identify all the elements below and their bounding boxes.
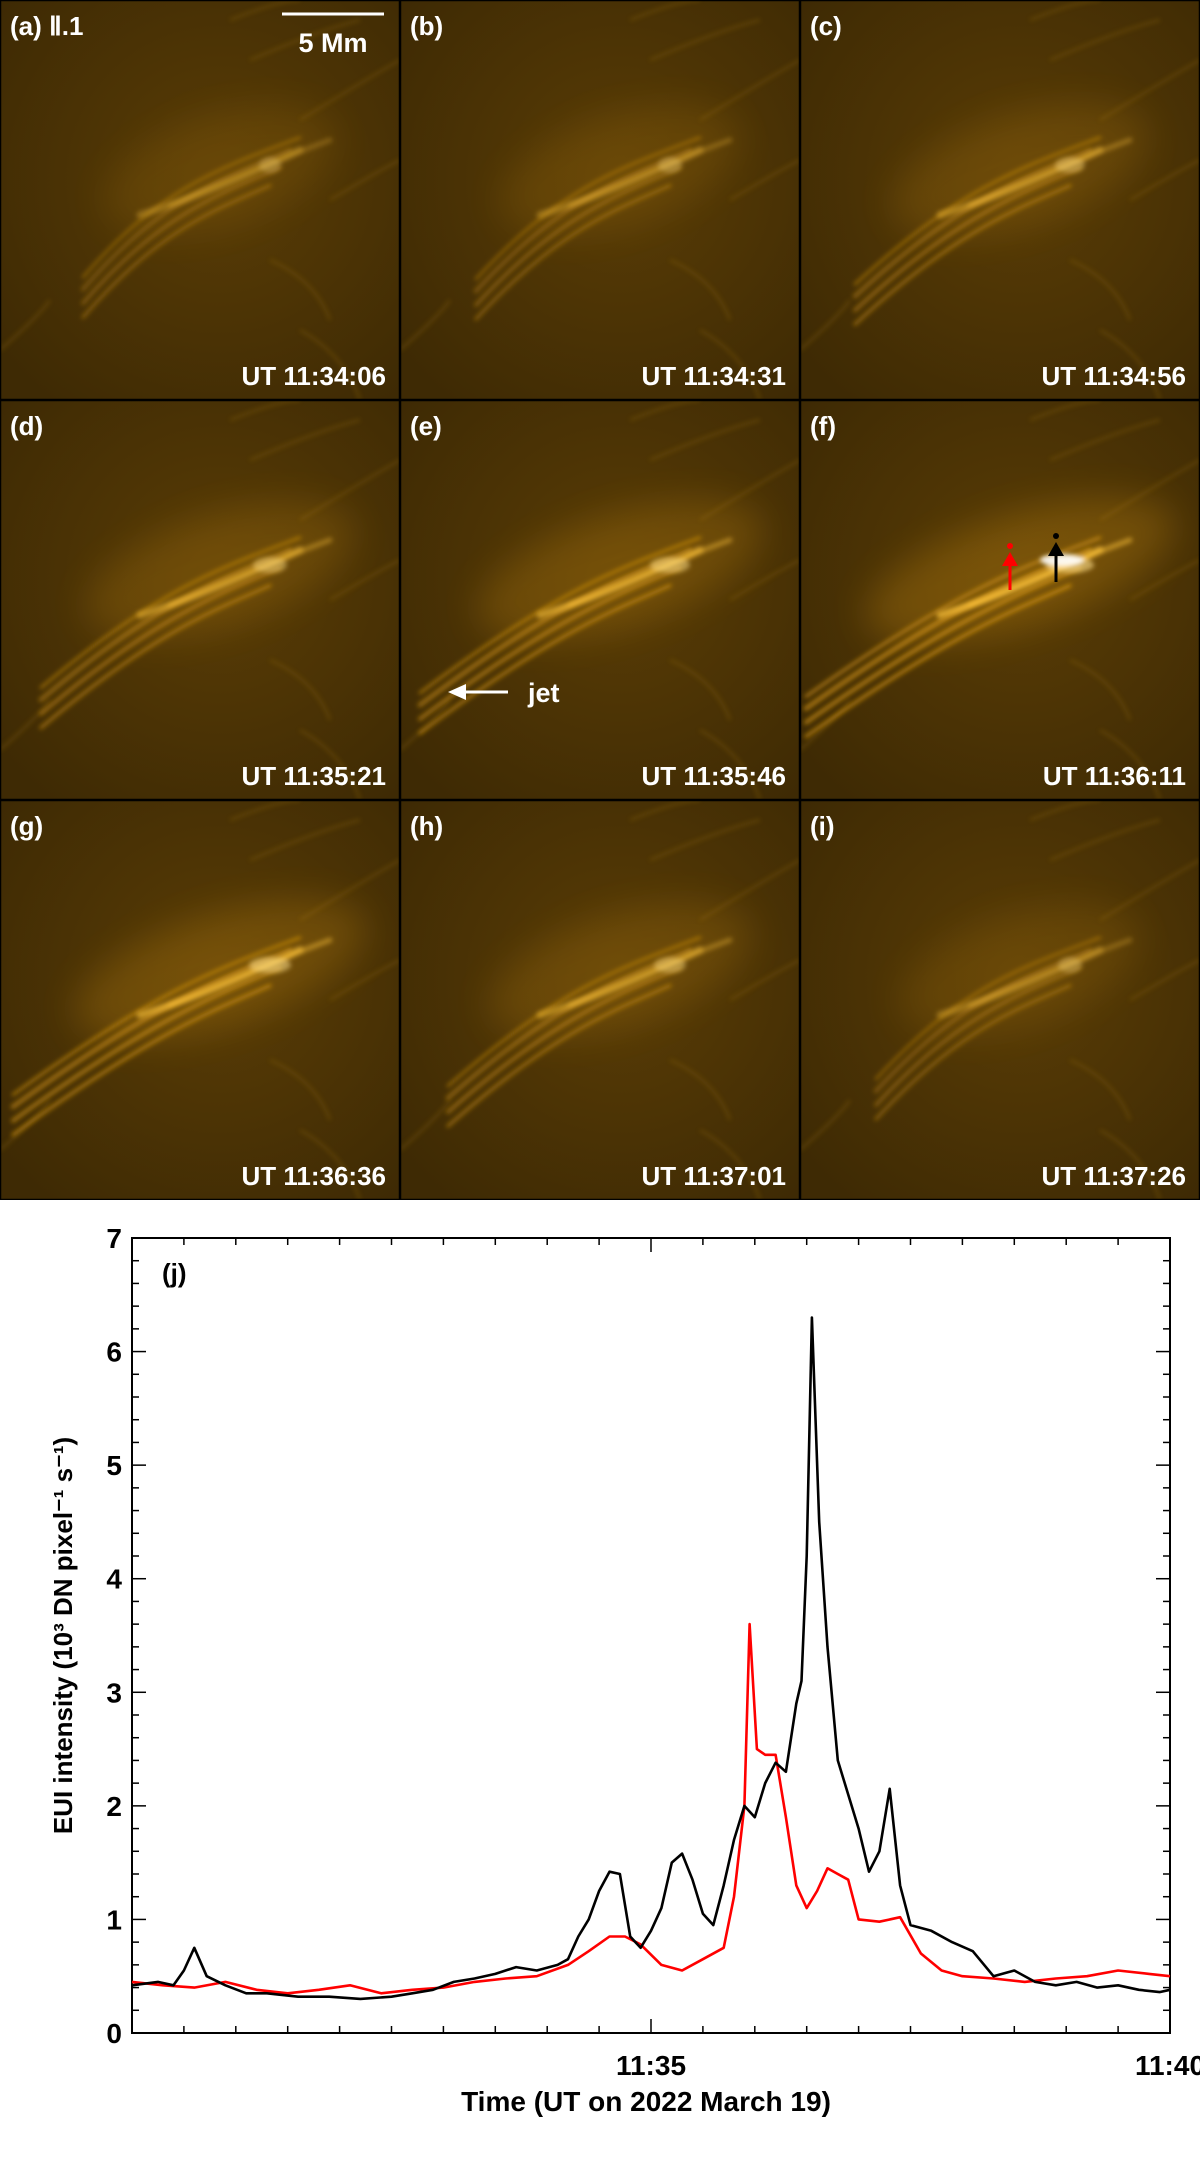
time-stamp: UT 11:34:06	[241, 361, 386, 391]
y-tick-label: 3	[106, 1677, 122, 1708]
bright-core	[536, 937, 733, 1019]
x-tick-label: 11:40	[1135, 2050, 1200, 2081]
bright-core	[936, 137, 1133, 219]
time-stamp: UT 11:36:36	[241, 1161, 386, 1191]
time-stamp: UT 11:35:46	[641, 761, 786, 791]
panel-border	[0, 399, 401, 801]
background-fibrils	[400, 0, 800, 400]
y-tick-label: 0	[106, 2018, 122, 2049]
red-arrow	[1002, 543, 1018, 590]
panel-border	[399, 799, 801, 1200]
image-panel: (e) UT 11:35:46 jet	[399, 399, 801, 801]
panel-border	[399, 399, 801, 801]
bright-core	[936, 537, 1133, 619]
image-panel-grid: (a) Ⅱ.1 UT 11:34:06 5 Mm (b) UT 11:34:31 (c) U…	[0, 0, 1200, 1200]
jet-label: jet	[527, 678, 560, 708]
black-arrow	[1048, 533, 1064, 582]
y-tick-label: 4	[106, 1564, 122, 1595]
time-stamp: UT 11:37:01	[641, 1161, 786, 1191]
panel-label: (f)	[810, 411, 836, 441]
time-stamp: UT 11:34:56	[1041, 361, 1186, 391]
jet-arrow	[448, 684, 508, 700]
image-panel: (i) UT 11:37:26	[799, 799, 1200, 1200]
y-axis-label: EUI intensity (10³ DN pixel⁻¹ s⁻¹)	[48, 1437, 78, 1834]
y-tick-label: 6	[106, 1337, 122, 1368]
image-panel: (h) UT 11:37:01	[399, 799, 801, 1200]
bright-core	[136, 937, 333, 1019]
panel-label: (h)	[410, 811, 443, 841]
bright-core	[136, 537, 333, 619]
bright-core	[536, 537, 733, 619]
panel-border	[399, 0, 801, 401]
y-tick-label: 5	[106, 1450, 122, 1481]
y-tick-label: 7	[106, 1223, 122, 1254]
intensity-chart: 0 1 2 3 4 5 6 7 11:35 11:40 Time (UT on 2022 March…	[0, 1200, 1200, 2158]
time-stamp: UT 11:35:21	[241, 761, 386, 791]
bright-core	[536, 137, 733, 219]
scale-bar-label: 5 Mm	[298, 28, 367, 58]
bright-core	[936, 937, 1133, 1019]
panel-label: (b)	[410, 11, 443, 41]
panel-border	[0, 799, 401, 1200]
series-line-black	[131, 1316, 1171, 2001]
bright-core	[136, 137, 333, 219]
image-panel: (g) UT 11:36:36	[0, 799, 401, 1200]
x-axis-label: Time (UT on 2022 March 19)	[461, 2086, 831, 2117]
time-stamp: UT 11:34:31	[641, 361, 786, 391]
x-axis: 11:35 11:40	[131, 1238, 1200, 2081]
image-panel: (a) Ⅱ.1 UT 11:34:06 5 Mm	[0, 0, 401, 401]
panel-label: (g)	[10, 811, 43, 841]
panel-label: (d)	[10, 411, 43, 441]
y-axis: 0 1 2 3 4 5 6 7	[106, 1223, 1170, 2049]
image-panel: (b) UT 11:34:31	[399, 0, 801, 401]
image-panel: (f) UT 11:36:11	[799, 399, 1200, 801]
x-tick-label: 11:35	[616, 2050, 686, 2081]
panel-label: (i)	[810, 811, 835, 841]
time-stamp: UT 11:37:26	[1041, 1161, 1186, 1191]
image-panel: (d) UT 11:35:21	[0, 399, 401, 801]
time-stamp: UT 11:36:11	[1043, 761, 1186, 791]
y-tick-label: 2	[106, 1791, 122, 1822]
chart-panel-label: (j)	[162, 1258, 187, 1288]
panel-label: (e)	[410, 411, 442, 441]
panel-label: (c)	[810, 11, 842, 41]
panel-border	[0, 0, 401, 401]
image-panel: (c) UT 11:34:56	[799, 0, 1200, 401]
y-tick-label: 1	[106, 1904, 122, 1935]
panel-label: (a) Ⅱ.1	[10, 11, 83, 41]
